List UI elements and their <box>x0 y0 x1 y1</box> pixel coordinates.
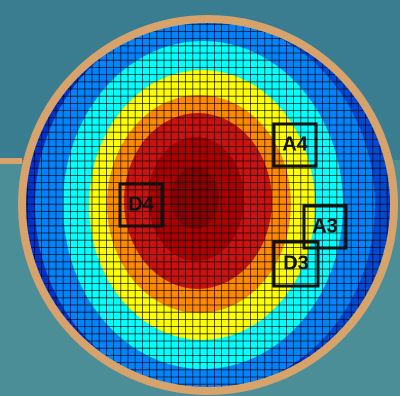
marker-a4: A4 <box>272 122 318 168</box>
marker-a4-label: A4 <box>282 133 308 155</box>
marker-d3-box <box>272 240 320 288</box>
marker-a3-label: A3 <box>312 215 338 237</box>
marker-d3: D3 <box>272 240 320 288</box>
marker-a3: A3 <box>302 204 348 250</box>
marker-a4-box <box>272 122 318 168</box>
ring-accent-line <box>0 158 22 164</box>
wafer-ring <box>18 15 398 395</box>
marker-d3-label: D3 <box>283 252 309 274</box>
marker-d4-label: D4 <box>128 193 154 215</box>
marker-a3-box <box>302 204 348 250</box>
marker-d4: D4 <box>118 182 164 228</box>
marker-d4-box <box>118 182 164 228</box>
